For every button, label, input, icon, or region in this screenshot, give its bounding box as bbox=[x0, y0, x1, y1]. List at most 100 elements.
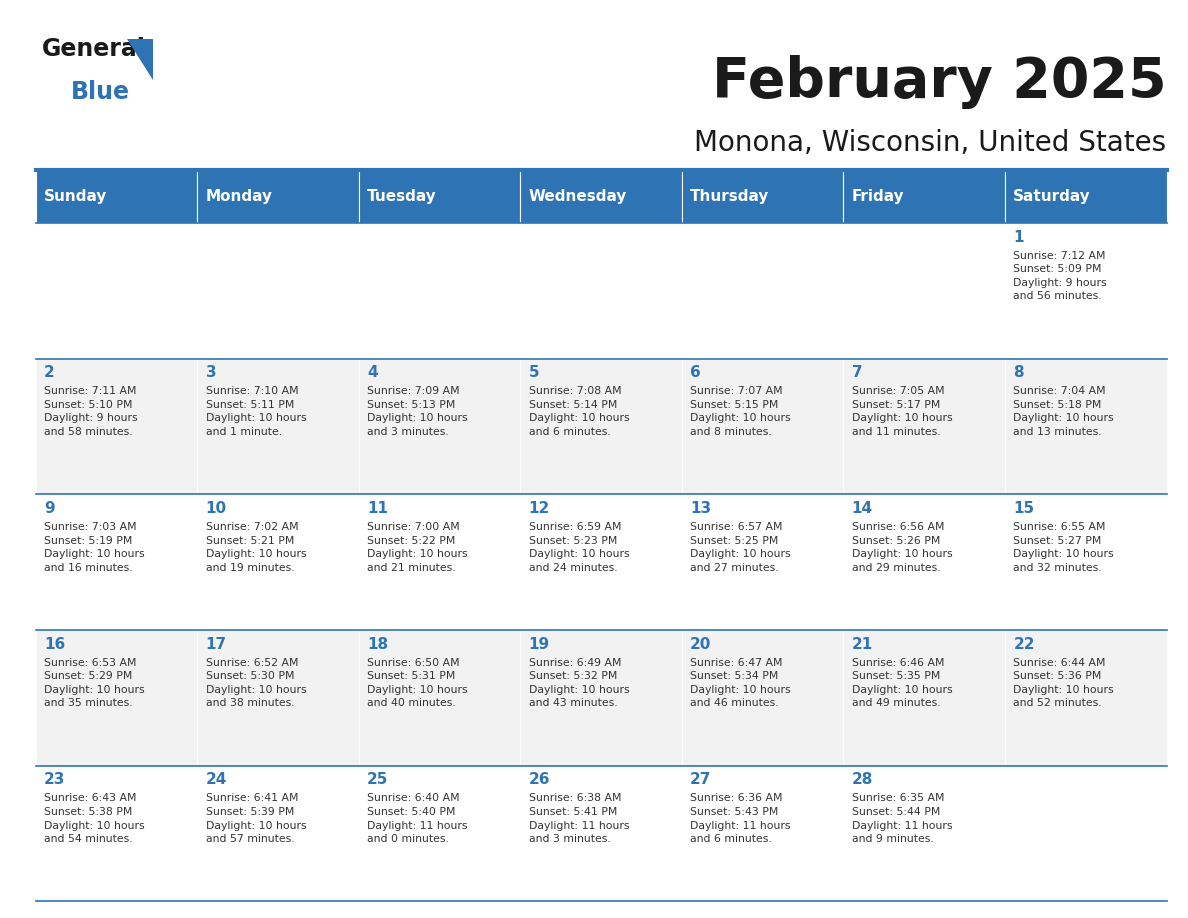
Text: Blue: Blue bbox=[71, 80, 131, 104]
Text: Sunrise: 7:09 AM
Sunset: 5:13 PM
Daylight: 10 hours
and 3 minutes.: Sunrise: 7:09 AM Sunset: 5:13 PM Dayligh… bbox=[367, 386, 468, 437]
Bar bbox=[843, 223, 1005, 359]
Text: Sunrise: 7:12 AM
Sunset: 5:09 PM
Daylight: 9 hours
and 56 minutes.: Sunrise: 7:12 AM Sunset: 5:09 PM Dayligh… bbox=[1013, 251, 1107, 301]
Text: Sunrise: 7:05 AM
Sunset: 5:17 PM
Daylight: 10 hours
and 11 minutes.: Sunrise: 7:05 AM Sunset: 5:17 PM Dayligh… bbox=[852, 386, 953, 437]
Text: Sunrise: 7:11 AM
Sunset: 5:10 PM
Daylight: 9 hours
and 58 minutes.: Sunrise: 7:11 AM Sunset: 5:10 PM Dayligh… bbox=[44, 386, 138, 437]
Text: 28: 28 bbox=[852, 772, 873, 788]
Text: Sunrise: 6:40 AM
Sunset: 5:40 PM
Daylight: 11 hours
and 0 minutes.: Sunrise: 6:40 AM Sunset: 5:40 PM Dayligh… bbox=[367, 793, 468, 845]
Text: 21: 21 bbox=[852, 636, 873, 652]
Text: Monday: Monday bbox=[206, 189, 272, 204]
Bar bbox=[197, 223, 359, 359]
Bar bbox=[359, 766, 520, 901]
Text: 2: 2 bbox=[44, 365, 55, 380]
Text: 13: 13 bbox=[690, 501, 712, 516]
Text: 24: 24 bbox=[206, 772, 227, 788]
Text: Sunrise: 6:35 AM
Sunset: 5:44 PM
Daylight: 11 hours
and 9 minutes.: Sunrise: 6:35 AM Sunset: 5:44 PM Dayligh… bbox=[852, 793, 953, 845]
Bar bbox=[36, 223, 197, 359]
Text: Sunrise: 7:03 AM
Sunset: 5:19 PM
Daylight: 10 hours
and 16 minutes.: Sunrise: 7:03 AM Sunset: 5:19 PM Dayligh… bbox=[44, 522, 145, 573]
Text: 23: 23 bbox=[44, 772, 65, 788]
Text: 3: 3 bbox=[206, 365, 216, 380]
Text: Thursday: Thursday bbox=[690, 189, 770, 204]
Text: 10: 10 bbox=[206, 501, 227, 516]
Bar bbox=[520, 630, 682, 766]
Text: Sunrise: 6:59 AM
Sunset: 5:23 PM
Daylight: 10 hours
and 24 minutes.: Sunrise: 6:59 AM Sunset: 5:23 PM Dayligh… bbox=[529, 522, 630, 573]
Bar bbox=[843, 495, 1005, 630]
Bar bbox=[197, 359, 359, 495]
Bar bbox=[359, 495, 520, 630]
Bar bbox=[36, 495, 197, 630]
Text: General: General bbox=[42, 37, 145, 61]
Text: Friday: Friday bbox=[852, 189, 904, 204]
Text: Sunrise: 6:50 AM
Sunset: 5:31 PM
Daylight: 10 hours
and 40 minutes.: Sunrise: 6:50 AM Sunset: 5:31 PM Dayligh… bbox=[367, 657, 468, 709]
Polygon shape bbox=[127, 39, 153, 80]
Text: 4: 4 bbox=[367, 365, 378, 380]
Text: 19: 19 bbox=[529, 636, 550, 652]
Bar bbox=[520, 170, 682, 223]
Text: Sunrise: 6:47 AM
Sunset: 5:34 PM
Daylight: 10 hours
and 46 minutes.: Sunrise: 6:47 AM Sunset: 5:34 PM Dayligh… bbox=[690, 657, 791, 709]
Bar bbox=[359, 359, 520, 495]
Text: 1: 1 bbox=[1013, 230, 1024, 244]
Text: 6: 6 bbox=[690, 365, 701, 380]
Text: 18: 18 bbox=[367, 636, 388, 652]
Bar bbox=[197, 766, 359, 901]
Bar bbox=[682, 359, 843, 495]
Bar bbox=[520, 495, 682, 630]
Text: 12: 12 bbox=[529, 501, 550, 516]
Text: 9: 9 bbox=[44, 501, 55, 516]
Bar bbox=[682, 223, 843, 359]
Text: Sunrise: 7:02 AM
Sunset: 5:21 PM
Daylight: 10 hours
and 19 minutes.: Sunrise: 7:02 AM Sunset: 5:21 PM Dayligh… bbox=[206, 522, 307, 573]
Bar bbox=[359, 170, 520, 223]
Text: 7: 7 bbox=[852, 365, 862, 380]
Bar bbox=[359, 630, 520, 766]
Text: Saturday: Saturday bbox=[1013, 189, 1091, 204]
Text: Sunrise: 6:49 AM
Sunset: 5:32 PM
Daylight: 10 hours
and 43 minutes.: Sunrise: 6:49 AM Sunset: 5:32 PM Dayligh… bbox=[529, 657, 630, 709]
Text: Sunrise: 6:57 AM
Sunset: 5:25 PM
Daylight: 10 hours
and 27 minutes.: Sunrise: 6:57 AM Sunset: 5:25 PM Dayligh… bbox=[690, 522, 791, 573]
Text: Sunrise: 6:52 AM
Sunset: 5:30 PM
Daylight: 10 hours
and 38 minutes.: Sunrise: 6:52 AM Sunset: 5:30 PM Dayligh… bbox=[206, 657, 307, 709]
Bar bbox=[1005, 630, 1167, 766]
Text: 17: 17 bbox=[206, 636, 227, 652]
Bar bbox=[1005, 766, 1167, 901]
Bar bbox=[843, 630, 1005, 766]
Text: Sunrise: 7:04 AM
Sunset: 5:18 PM
Daylight: 10 hours
and 13 minutes.: Sunrise: 7:04 AM Sunset: 5:18 PM Dayligh… bbox=[1013, 386, 1114, 437]
Text: 20: 20 bbox=[690, 636, 712, 652]
Text: Sunrise: 7:00 AM
Sunset: 5:22 PM
Daylight: 10 hours
and 21 minutes.: Sunrise: 7:00 AM Sunset: 5:22 PM Dayligh… bbox=[367, 522, 468, 573]
Text: Sunrise: 6:41 AM
Sunset: 5:39 PM
Daylight: 10 hours
and 57 minutes.: Sunrise: 6:41 AM Sunset: 5:39 PM Dayligh… bbox=[206, 793, 307, 845]
Text: 27: 27 bbox=[690, 772, 712, 788]
Text: 15: 15 bbox=[1013, 501, 1035, 516]
Text: 16: 16 bbox=[44, 636, 65, 652]
Bar bbox=[520, 223, 682, 359]
Text: Sunrise: 6:43 AM
Sunset: 5:38 PM
Daylight: 10 hours
and 54 minutes.: Sunrise: 6:43 AM Sunset: 5:38 PM Dayligh… bbox=[44, 793, 145, 845]
Bar bbox=[1005, 495, 1167, 630]
Bar bbox=[197, 630, 359, 766]
Text: Sunrise: 6:55 AM
Sunset: 5:27 PM
Daylight: 10 hours
and 32 minutes.: Sunrise: 6:55 AM Sunset: 5:27 PM Dayligh… bbox=[1013, 522, 1114, 573]
Bar bbox=[1005, 170, 1167, 223]
Bar bbox=[36, 359, 197, 495]
Bar bbox=[843, 170, 1005, 223]
Text: Sunrise: 6:56 AM
Sunset: 5:26 PM
Daylight: 10 hours
and 29 minutes.: Sunrise: 6:56 AM Sunset: 5:26 PM Dayligh… bbox=[852, 522, 953, 573]
Text: Sunrise: 7:08 AM
Sunset: 5:14 PM
Daylight: 10 hours
and 6 minutes.: Sunrise: 7:08 AM Sunset: 5:14 PM Dayligh… bbox=[529, 386, 630, 437]
Bar bbox=[682, 170, 843, 223]
Text: Monona, Wisconsin, United States: Monona, Wisconsin, United States bbox=[695, 129, 1167, 157]
Text: 5: 5 bbox=[529, 365, 539, 380]
Text: Sunrise: 6:44 AM
Sunset: 5:36 PM
Daylight: 10 hours
and 52 minutes.: Sunrise: 6:44 AM Sunset: 5:36 PM Dayligh… bbox=[1013, 657, 1114, 709]
Bar bbox=[1005, 359, 1167, 495]
Bar bbox=[682, 495, 843, 630]
Bar bbox=[36, 630, 197, 766]
Text: Sunrise: 7:10 AM
Sunset: 5:11 PM
Daylight: 10 hours
and 1 minute.: Sunrise: 7:10 AM Sunset: 5:11 PM Dayligh… bbox=[206, 386, 307, 437]
Bar bbox=[36, 766, 197, 901]
Text: 26: 26 bbox=[529, 772, 550, 788]
Bar bbox=[359, 223, 520, 359]
Bar bbox=[197, 170, 359, 223]
Bar bbox=[520, 359, 682, 495]
Bar bbox=[36, 170, 197, 223]
Text: 22: 22 bbox=[1013, 636, 1035, 652]
Text: Sunrise: 6:36 AM
Sunset: 5:43 PM
Daylight: 11 hours
and 6 minutes.: Sunrise: 6:36 AM Sunset: 5:43 PM Dayligh… bbox=[690, 793, 791, 845]
Text: Sunday: Sunday bbox=[44, 189, 107, 204]
Text: Wednesday: Wednesday bbox=[529, 189, 627, 204]
Text: Tuesday: Tuesday bbox=[367, 189, 437, 204]
Bar bbox=[843, 766, 1005, 901]
Bar bbox=[520, 766, 682, 901]
Text: 25: 25 bbox=[367, 772, 388, 788]
Text: February 2025: February 2025 bbox=[712, 55, 1167, 109]
Bar bbox=[197, 495, 359, 630]
Text: 8: 8 bbox=[1013, 365, 1024, 380]
